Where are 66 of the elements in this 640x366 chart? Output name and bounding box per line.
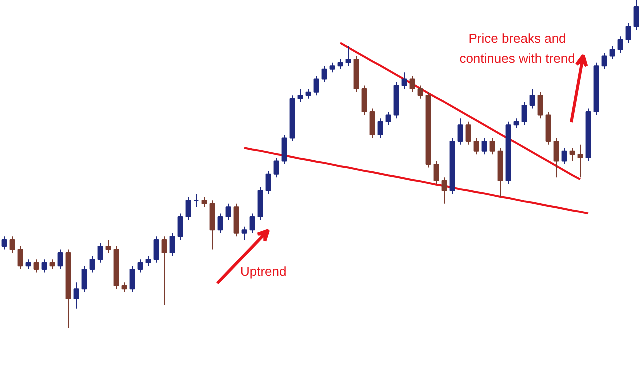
candlestick — [306, 88, 312, 100]
candlestick — [618, 36, 624, 54]
candlestick — [530, 88, 536, 110]
candlestick — [538, 92, 544, 120]
candlestick — [130, 266, 136, 293]
candlestick — [146, 256, 152, 267]
candlestick — [514, 118, 520, 129]
candlestick — [178, 213, 184, 240]
candlestick — [602, 52, 608, 70]
candlestick — [458, 118, 464, 146]
candlestick — [242, 226, 248, 240]
candlestick — [346, 46, 352, 67]
candlestick — [266, 170, 272, 195]
candlestick — [402, 72, 408, 90]
candlestick — [90, 256, 96, 274]
candlestick — [202, 196, 208, 208]
candlestick — [26, 259, 32, 270]
candlestick — [314, 75, 320, 96]
candlestick — [226, 203, 232, 221]
candlestick — [330, 62, 336, 74]
candlestick — [122, 282, 128, 293]
candlestick — [338, 59, 344, 70]
candlestick — [610, 46, 616, 60]
candlestick — [322, 66, 328, 83]
candlestick — [562, 148, 568, 165]
candlestick — [58, 249, 64, 270]
candlestick — [386, 112, 392, 126]
candlestick — [42, 259, 48, 274]
candlestick — [442, 177, 448, 204]
candlestick — [162, 236, 168, 306]
candlestick — [418, 85, 424, 100]
candlestick — [106, 239, 112, 254]
candlestick — [138, 259, 144, 274]
candlestick — [474, 138, 480, 156]
candlestick — [218, 213, 224, 234]
candlestick — [370, 108, 376, 139]
candlestick — [274, 157, 280, 178]
candlestick — [298, 88, 304, 103]
candlestick — [98, 242, 104, 264]
candlestick — [554, 138, 560, 178]
candlestick — [482, 138, 488, 156]
candlestick — [34, 259, 40, 274]
candlestick — [626, 22, 632, 44]
annotation: Uptrend — [240, 264, 287, 279]
candlestick — [466, 121, 472, 146]
candlestick — [82, 266, 88, 293]
candlestick — [570, 148, 576, 162]
candlestick — [578, 144, 584, 178]
candlestick — [170, 232, 176, 257]
candlestick — [378, 118, 384, 139]
candlestick — [186, 196, 192, 221]
candlestick — [434, 160, 440, 185]
candlestick — [74, 282, 80, 310]
candlestick — [410, 75, 416, 93]
candlestick — [10, 236, 16, 254]
annotation: Price breaks and continues with trend — [460, 31, 576, 66]
candlestick — [522, 102, 528, 126]
candlestick — [282, 134, 288, 165]
candlestick — [490, 138, 496, 156]
candlestick — [50, 259, 56, 270]
candlestick — [362, 85, 368, 116]
candlestick — [154, 236, 160, 264]
candlestick — [2, 236, 8, 250]
candlestick — [250, 213, 256, 234]
candlestick — [634, 0, 640, 31]
candlestick — [18, 246, 24, 270]
